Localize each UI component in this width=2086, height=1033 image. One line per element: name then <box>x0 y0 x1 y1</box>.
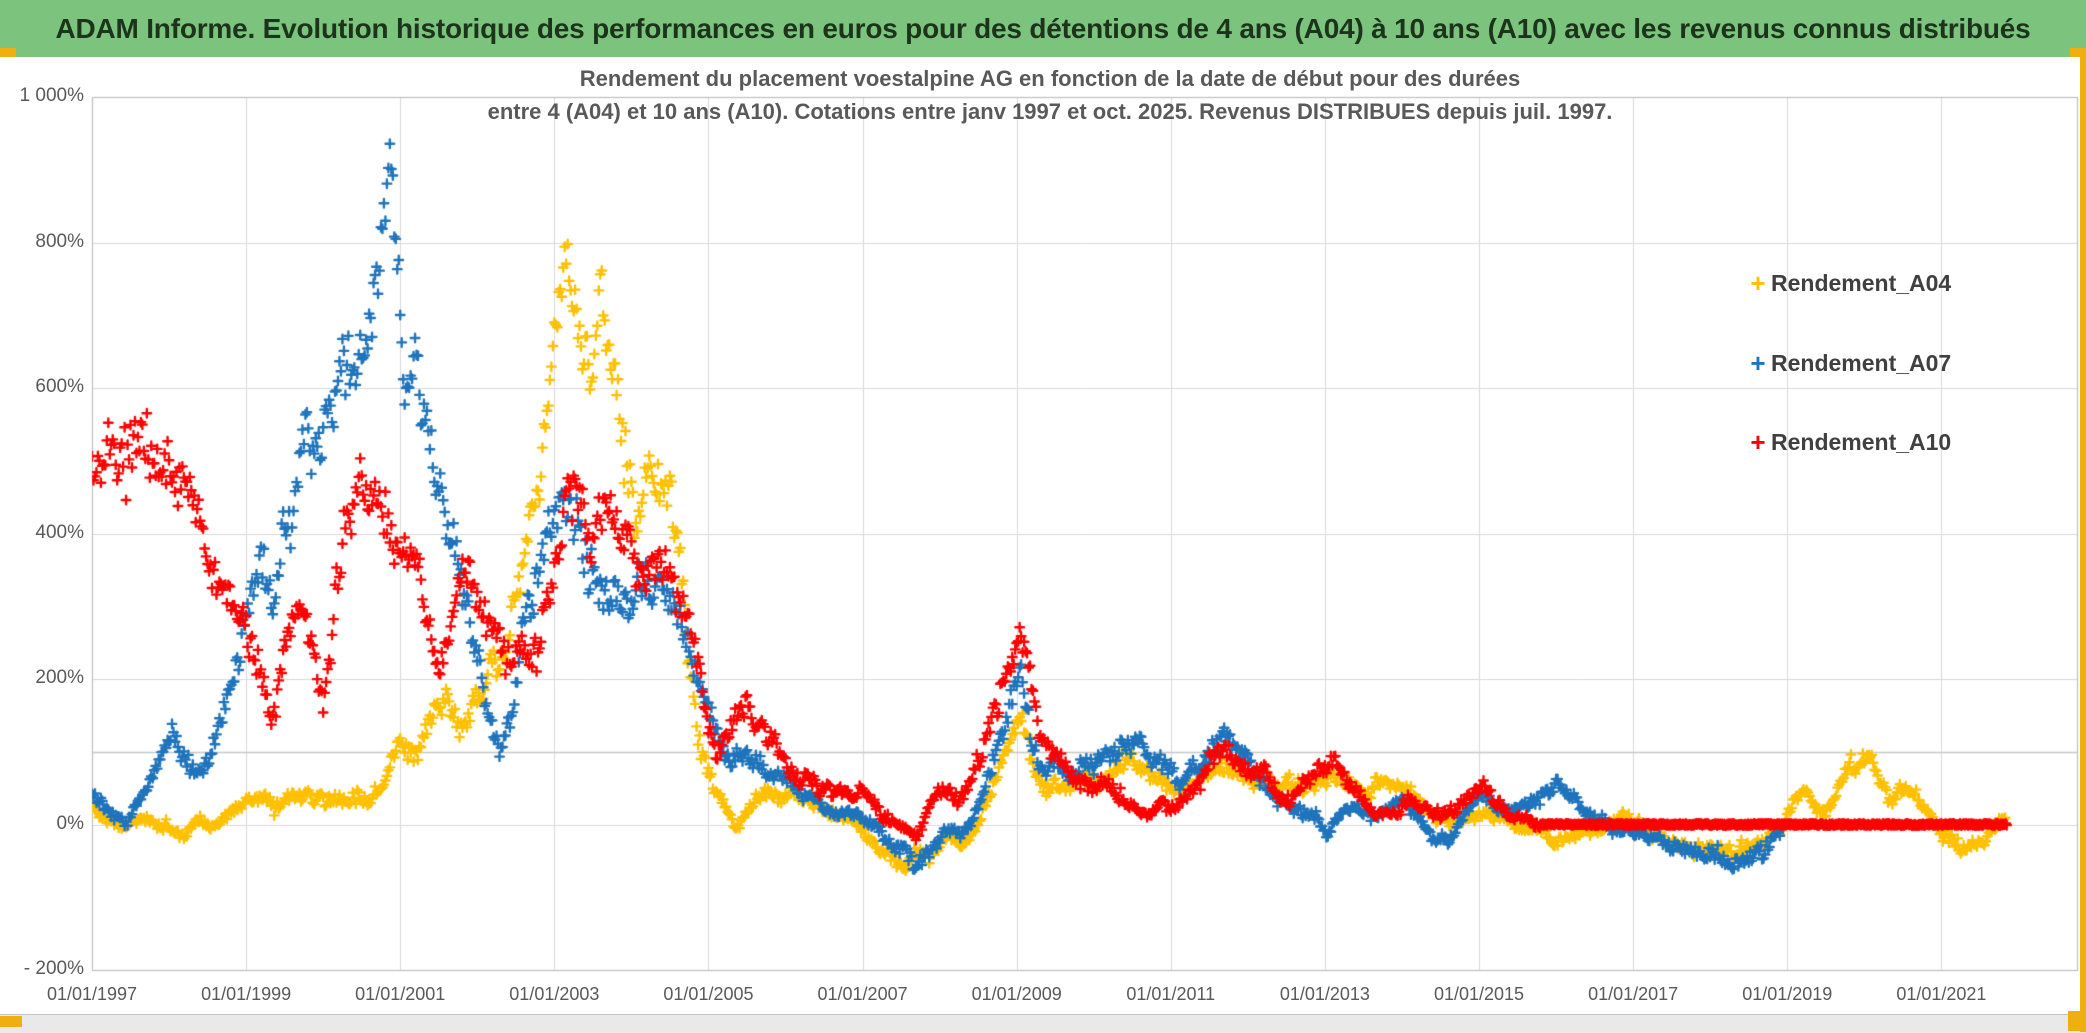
banner-accent-left <box>0 48 16 57</box>
x-tick-label: 01/01/2017 <box>1588 984 1679 1004</box>
y-tick-label: 800% <box>35 230 84 252</box>
banner-accent-right <box>2070 48 2086 57</box>
bottom-scrollbar[interactable] <box>0 1014 2086 1033</box>
y-tick-label: 200% <box>35 667 84 688</box>
legend-item-a10[interactable]: + Rendement_A10 <box>1745 424 1951 460</box>
x-tick-label: 01/01/2011 <box>1126 984 1216 1004</box>
banner: ADAM Informe. Evolution historique des p… <box>0 0 2086 57</box>
y-tick-label: 0% <box>56 812 84 834</box>
y-tick-label: 600% <box>35 376 84 397</box>
plus-marker-icon: + <box>1750 348 1766 378</box>
x-tick-label: 01/01/2005 <box>663 984 754 1004</box>
x-tick-label: 01/01/2019 <box>1742 984 1833 1004</box>
chart-title-line1: Rendement du placement voestalpine AG en… <box>579 66 1521 91</box>
x-tick-label: 01/01/1999 <box>201 984 292 1004</box>
legend-item-a04[interactable]: + Rendement_A04 <box>1745 265 1951 301</box>
x-tick-label: 01/01/2021 <box>1896 984 1987 1004</box>
legend-item-a07[interactable]: + Rendement_A07 <box>1745 345 1951 381</box>
y-tick-label: 1 000% <box>19 85 84 106</box>
x-tick-label: 01/01/2003 <box>509 984 600 1004</box>
x-tick-label: 01/01/2001 <box>355 984 446 1004</box>
legend-label: Rendement_A04 <box>1771 269 1952 296</box>
chart-title-line2: entre 4 (A04) et 10 ans (A10). Cotations… <box>487 99 1613 124</box>
chart-canvas <box>0 57 2086 1014</box>
plus-marker-icon: + <box>1750 427 1766 457</box>
y-tick-label: - 200% <box>23 958 84 979</box>
x-tick-label: 01/01/2015 <box>1433 984 1525 1004</box>
plus-marker-icon: + <box>1750 268 1766 298</box>
x-tick-label: 01/01/2009 <box>971 984 1062 1004</box>
x-tick-label: 01/01/1997 <box>46 984 138 1004</box>
y-tick-label: 400% <box>35 521 84 543</box>
x-tick-label: 01/01/2007 <box>817 984 908 1004</box>
legend-label: Rendement_A10 <box>1771 428 1952 455</box>
banner-title: ADAM Informe. Evolution historique des p… <box>55 12 2031 44</box>
right-edge-strip <box>2080 57 2086 1032</box>
chart-title: Rendement du placement voestalpine AG en… <box>300 62 1800 128</box>
chart-area: Rendement du placement voestalpine AG en… <box>0 57 2086 1014</box>
x-tick-label: 01/01/2013 <box>1279 984 1370 1004</box>
scroll-thumb-left[interactable] <box>0 1016 22 1027</box>
legend-label: Rendement_A07 <box>1771 349 1952 376</box>
